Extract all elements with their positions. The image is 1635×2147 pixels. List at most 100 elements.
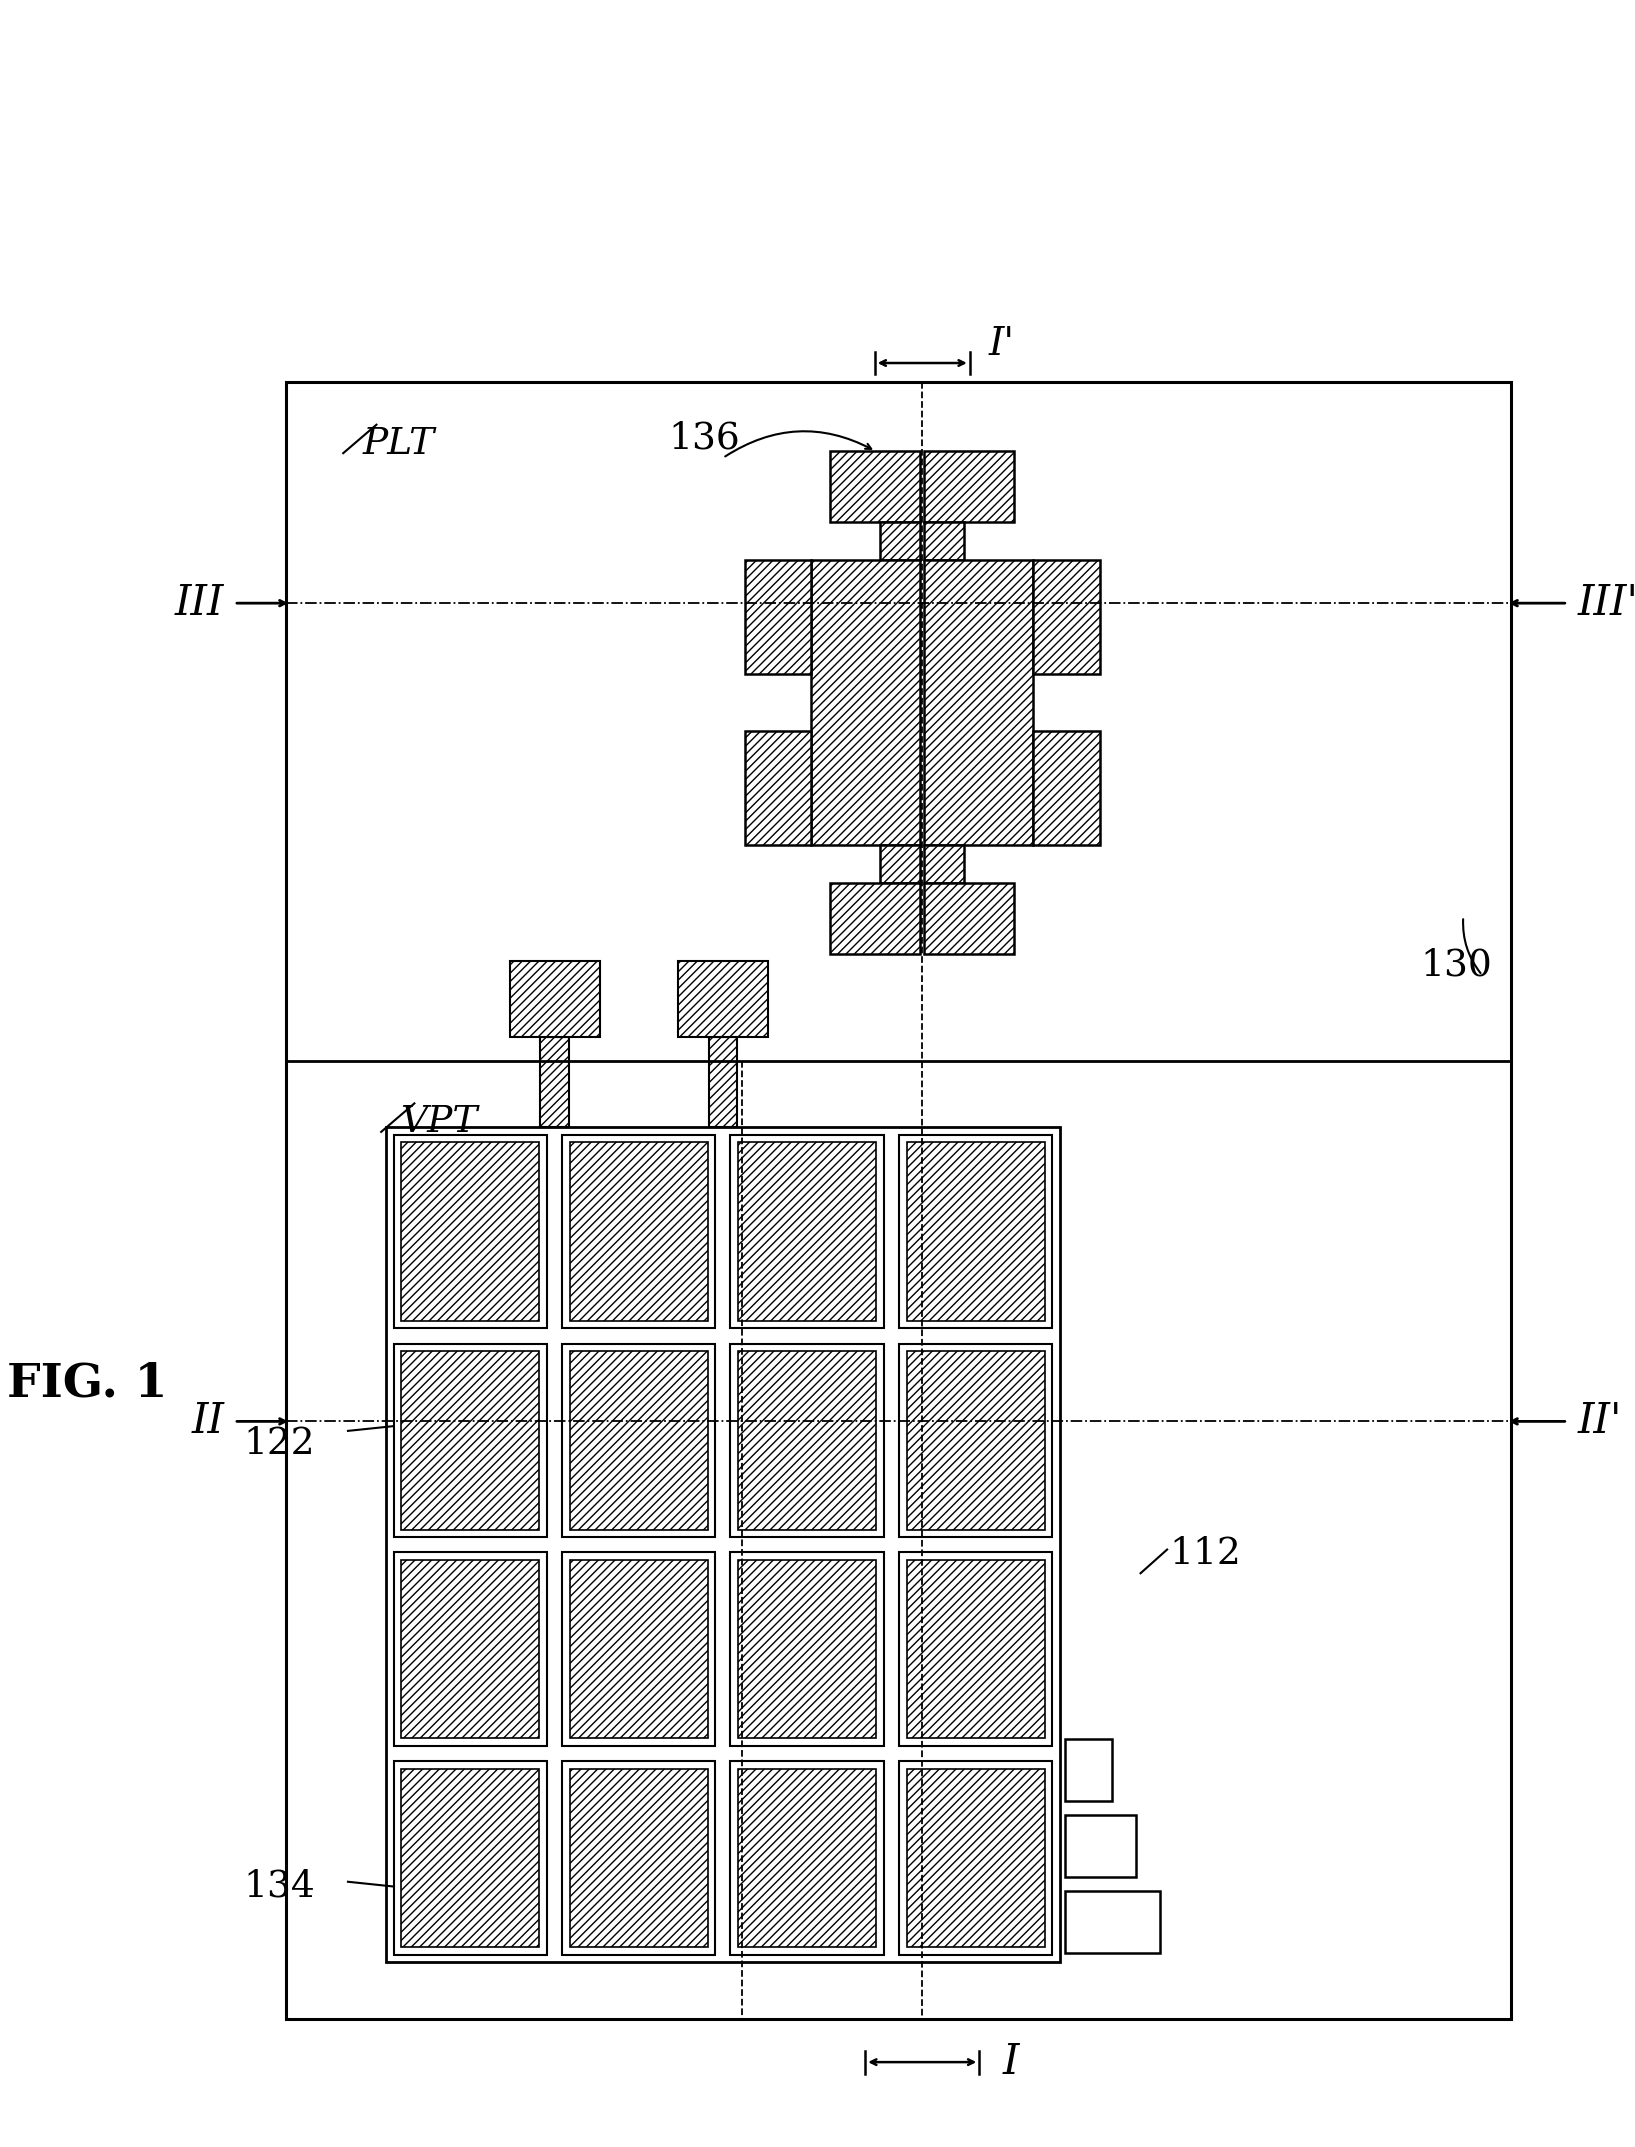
Bar — [510, 962, 600, 1037]
Bar — [731, 1136, 885, 1329]
Bar — [924, 522, 965, 560]
Bar — [899, 1136, 1053, 1329]
Bar — [906, 1142, 1045, 1320]
Bar — [924, 846, 965, 882]
Bar — [744, 560, 811, 674]
Bar — [737, 1142, 876, 1320]
Bar — [744, 560, 811, 674]
Bar — [906, 1350, 1045, 1529]
Bar — [924, 846, 965, 882]
Bar — [569, 1142, 708, 1320]
Bar — [744, 732, 811, 846]
Text: PLT: PLT — [363, 425, 435, 462]
Bar — [569, 1769, 708, 1947]
Bar — [569, 1561, 708, 1739]
Bar — [737, 1142, 876, 1320]
Text: 122: 122 — [244, 1426, 314, 1462]
Bar — [569, 1769, 708, 1947]
Bar — [394, 1761, 546, 1956]
Bar — [924, 522, 965, 560]
Bar — [831, 451, 921, 522]
Bar — [924, 882, 1014, 955]
Bar — [401, 1769, 540, 1947]
Bar — [731, 1761, 885, 1956]
Text: FIG. 1: FIG. 1 — [7, 1361, 167, 1406]
Bar — [1033, 560, 1100, 674]
Bar — [811, 560, 921, 846]
Bar — [906, 1350, 1045, 1529]
Bar — [401, 1142, 540, 1320]
Bar — [1064, 1892, 1159, 1954]
Bar — [831, 451, 921, 522]
Bar — [906, 1769, 1045, 1947]
Bar — [731, 1344, 885, 1537]
Bar — [708, 1037, 737, 1127]
Bar — [394, 1552, 546, 1746]
Bar — [831, 882, 921, 955]
Bar — [924, 882, 1014, 955]
Bar — [1064, 1816, 1136, 1876]
Bar — [906, 1561, 1045, 1739]
Bar — [401, 1350, 540, 1529]
Bar — [286, 382, 1511, 2020]
Bar — [737, 1561, 876, 1739]
Bar — [1033, 732, 1100, 846]
Bar — [881, 522, 921, 560]
Bar — [737, 1769, 876, 1947]
Bar — [562, 1552, 714, 1746]
Bar — [401, 1561, 540, 1739]
Bar — [562, 1344, 714, 1537]
Bar — [569, 1350, 708, 1529]
Text: III: III — [175, 582, 224, 625]
Bar — [569, 1561, 708, 1739]
Text: I: I — [1002, 2042, 1019, 2083]
Bar — [569, 1350, 708, 1529]
Text: II': II' — [1578, 1400, 1622, 1443]
Bar — [924, 451, 1014, 522]
Bar — [569, 1142, 708, 1320]
Text: 134: 134 — [244, 1868, 314, 1904]
Bar — [394, 1344, 546, 1537]
Bar — [510, 962, 600, 1037]
Text: I': I' — [989, 326, 1015, 363]
Bar — [708, 1037, 737, 1127]
Bar — [1064, 1739, 1112, 1801]
Bar — [811, 560, 921, 846]
Bar — [679, 962, 768, 1037]
Text: 112: 112 — [1169, 1537, 1241, 1572]
Text: 130: 130 — [1421, 947, 1491, 983]
Bar — [401, 1350, 540, 1529]
Bar — [899, 1344, 1053, 1537]
Bar — [562, 1136, 714, 1329]
Bar — [737, 1561, 876, 1739]
Bar — [737, 1769, 876, 1947]
Bar — [924, 451, 1014, 522]
Bar — [881, 522, 921, 560]
Bar — [924, 560, 1033, 846]
Bar — [401, 1769, 540, 1947]
Text: III': III' — [1578, 582, 1635, 625]
Bar — [401, 1561, 540, 1739]
Bar — [737, 1350, 876, 1529]
Bar — [1033, 560, 1100, 674]
Bar — [924, 560, 1033, 846]
Bar — [737, 1350, 876, 1529]
Bar — [906, 1142, 1045, 1320]
Bar — [831, 882, 921, 955]
Bar — [731, 1552, 885, 1746]
Text: VPT: VPT — [401, 1104, 477, 1140]
Text: II: II — [191, 1400, 224, 1443]
Bar — [744, 732, 811, 846]
Bar — [540, 1037, 569, 1127]
Bar — [386, 1127, 1059, 1962]
Bar — [562, 1761, 714, 1956]
Bar — [881, 846, 921, 882]
Bar — [401, 1142, 540, 1320]
Bar — [906, 1561, 1045, 1739]
Bar — [679, 962, 768, 1037]
Bar — [540, 1037, 569, 1127]
Bar — [1033, 732, 1100, 846]
Bar — [906, 1769, 1045, 1947]
Bar — [899, 1761, 1053, 1956]
Bar — [881, 846, 921, 882]
